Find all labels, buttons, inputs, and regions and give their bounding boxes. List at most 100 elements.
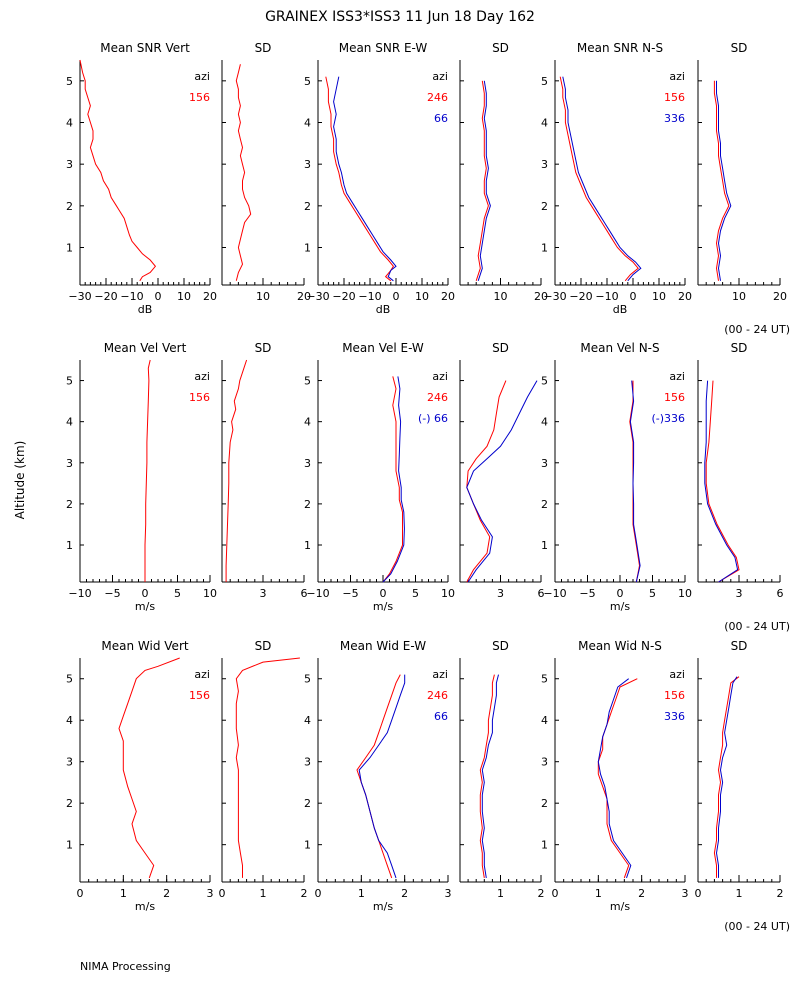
panel-title: SD bbox=[255, 41, 272, 55]
x-tick-label: 3 bbox=[207, 887, 214, 900]
panel-title: SD bbox=[492, 341, 509, 355]
x-tick-label: 0 bbox=[315, 887, 322, 900]
legend-entry: 246 bbox=[427, 689, 448, 702]
x-tick-label: −30 bbox=[543, 290, 566, 303]
legend-heading: azi bbox=[669, 370, 685, 383]
legend-heading: azi bbox=[432, 370, 448, 383]
series-line-156 bbox=[235, 657, 300, 878]
y-tick-label: 2 bbox=[541, 498, 548, 511]
panel-title: Mean SNR N-S bbox=[577, 41, 663, 55]
x-tick-label: 0 bbox=[695, 887, 702, 900]
x-tick-label: 2 bbox=[401, 887, 408, 900]
y-tick-label: 2 bbox=[66, 498, 73, 511]
series-line-156 bbox=[559, 76, 639, 282]
panel-vel-5: Mean Vel N-S 1 2 3 4 5 −10 −5 0 5 10 m/s azi 156 (-)33… bbox=[541, 341, 692, 613]
legend-entry: (-)336 bbox=[651, 412, 685, 425]
x-tick-label: 20 bbox=[534, 290, 548, 303]
x-tick-label: −30 bbox=[68, 290, 91, 303]
x-tick-label: 10 bbox=[678, 587, 692, 600]
series-line-66 bbox=[358, 674, 406, 879]
x-tick-label: −20 bbox=[94, 290, 117, 303]
legend-heading: azi bbox=[669, 70, 685, 83]
y-tick-label: 1 bbox=[541, 539, 548, 552]
x-tick-label: 10 bbox=[256, 290, 270, 303]
legend-heading: azi bbox=[432, 668, 448, 681]
series-line-246 bbox=[479, 674, 495, 878]
panel-snr-6: SD 10 20 bbox=[697, 41, 787, 303]
x-tick-label: 1 bbox=[120, 887, 127, 900]
series-line-66 bbox=[481, 674, 499, 878]
x-tick-label: 0 bbox=[393, 290, 400, 303]
series-line-246 bbox=[466, 380, 507, 583]
panel-title: Mean Wid N-S bbox=[578, 639, 662, 653]
y-tick-label: 4 bbox=[304, 117, 311, 130]
x-tick-label: 0 bbox=[155, 290, 162, 303]
x-tick-label: 2 bbox=[538, 887, 545, 900]
ut-note: (00 - 24 UT) bbox=[724, 323, 790, 336]
series-line-336 bbox=[716, 80, 732, 281]
series-line-336 bbox=[597, 678, 632, 879]
x-tick-label: 5 bbox=[412, 587, 419, 600]
x-tick-label: −10 bbox=[120, 290, 143, 303]
y-tick-label: 5 bbox=[541, 75, 548, 88]
ut-note: (00 - 24 UT) bbox=[724, 920, 790, 933]
x-tick-label: 3 bbox=[445, 887, 452, 900]
x-tick-label: −30 bbox=[306, 290, 329, 303]
series-line-156 bbox=[225, 359, 248, 582]
panel-snr-1: Mean SNR Vert 1 2 3 4 5 −30 −20 −10 0 10 20 dB azi 156 bbox=[66, 41, 217, 316]
y-tick-label: 4 bbox=[541, 416, 548, 429]
y-tick-label: 4 bbox=[66, 416, 73, 429]
panel-title: SD bbox=[731, 41, 748, 55]
legend-entry: 66 bbox=[434, 112, 448, 125]
x-tick-label: 2 bbox=[638, 887, 645, 900]
panel-title: SD bbox=[255, 639, 272, 653]
legend-heading: azi bbox=[194, 668, 210, 681]
y-tick-label: 4 bbox=[541, 714, 548, 727]
x-tick-label: 5 bbox=[649, 587, 656, 600]
x-tick-label: 10 bbox=[732, 290, 746, 303]
x-tick-label: 2 bbox=[777, 887, 784, 900]
y-tick-label: 4 bbox=[66, 714, 73, 727]
y-tick-label: 2 bbox=[304, 498, 311, 511]
legend-entry: 156 bbox=[664, 391, 685, 404]
series-line-156 bbox=[705, 380, 740, 583]
footer-label: NIMA Processing bbox=[80, 960, 171, 973]
panel-wid-5: Mean Wid N-S 1 2 3 4 5 0 1 2 3 m/s azi 156 336 bbox=[541, 639, 689, 913]
y-tick-label: 4 bbox=[304, 714, 311, 727]
legend-entry: 156 bbox=[664, 689, 685, 702]
y-tick-label: 3 bbox=[541, 756, 548, 769]
panel-snr-4: SD 10 20 bbox=[459, 41, 548, 303]
x-tick-label: −10 bbox=[595, 290, 618, 303]
x-tick-label: 3 bbox=[736, 587, 743, 600]
y-tick-label: 5 bbox=[541, 375, 548, 388]
series-line-156 bbox=[118, 657, 180, 879]
series-line-66 bbox=[382, 376, 405, 583]
x-tick-label: 6 bbox=[777, 587, 784, 600]
legend-entry: 156 bbox=[664, 91, 685, 104]
x-axis-label: dB bbox=[613, 303, 628, 316]
x-tick-label: 10 bbox=[177, 290, 191, 303]
x-tick-label: 10 bbox=[415, 290, 429, 303]
x-tick-label: 3 bbox=[260, 587, 267, 600]
x-axis-label: m/s bbox=[610, 600, 630, 613]
panel-title: Mean Wid Vert bbox=[101, 639, 188, 653]
x-tick-label: −10 bbox=[306, 587, 329, 600]
y-tick-label: 2 bbox=[541, 200, 548, 213]
x-tick-label: −20 bbox=[332, 290, 355, 303]
x-tick-label: 20 bbox=[773, 290, 787, 303]
ut-note: (00 - 24 UT) bbox=[724, 620, 790, 633]
legend-entry: 246 bbox=[427, 91, 448, 104]
legend-entry: 156 bbox=[189, 91, 210, 104]
series-line-66 bbox=[333, 76, 397, 282]
panel-snr-2: SD 10 20 bbox=[221, 41, 311, 303]
panel-snr-5: Mean SNR N-S 1 2 3 4 5 −30 −20 −10 0 10 20 dB azi 156 3… bbox=[541, 41, 692, 316]
y-tick-label: 2 bbox=[66, 200, 73, 213]
y-tick-label: 2 bbox=[304, 797, 311, 810]
panel-wid-4: SD 1 2 bbox=[459, 639, 545, 900]
figure-title: GRAINEX ISS3*ISS3 11 Jun 18 Day 162 bbox=[265, 9, 535, 25]
panel-vel-4: SD 3 6 bbox=[459, 341, 545, 600]
y-tick-label: 1 bbox=[541, 242, 548, 255]
x-axis-label: m/s bbox=[135, 900, 155, 913]
x-tick-label: 5 bbox=[174, 587, 181, 600]
